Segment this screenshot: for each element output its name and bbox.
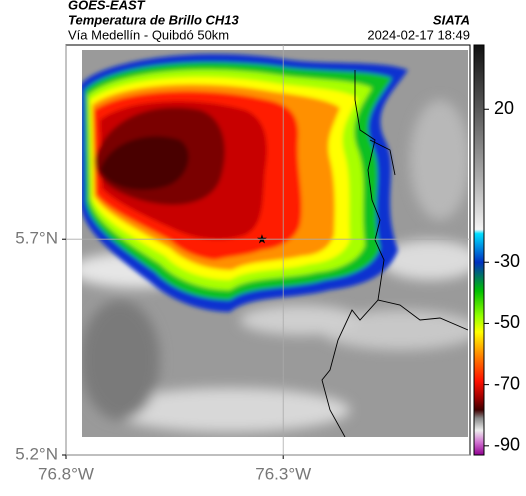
colorbar [473, 44, 485, 456]
colorbar-tick-label: -90 [494, 435, 520, 455]
subtitle: Temperatura de Brillo CH13 [68, 12, 240, 27]
source: SIATA [433, 12, 470, 27]
colorbar-tick-label: -50 [494, 312, 520, 332]
y-tick-label: 5.7°N [15, 229, 58, 248]
colorbar-tick-label: -70 [494, 373, 520, 393]
satellite-image: ★ [82, 50, 468, 437]
y-tick-label: 5.2°N [15, 444, 58, 463]
x-tick-label: 76.3°W [255, 464, 311, 483]
datetime: 2024-02-17 18:49 [367, 27, 470, 42]
colorbar-tick-label: 20 [494, 98, 514, 118]
colorbar-tick-label: -30 [494, 251, 520, 271]
x-tick-label: 76.8°W [38, 464, 94, 483]
title: GOES-EAST [68, 0, 146, 12]
route: Vía Medellín - Quibdó 50km [68, 27, 229, 42]
